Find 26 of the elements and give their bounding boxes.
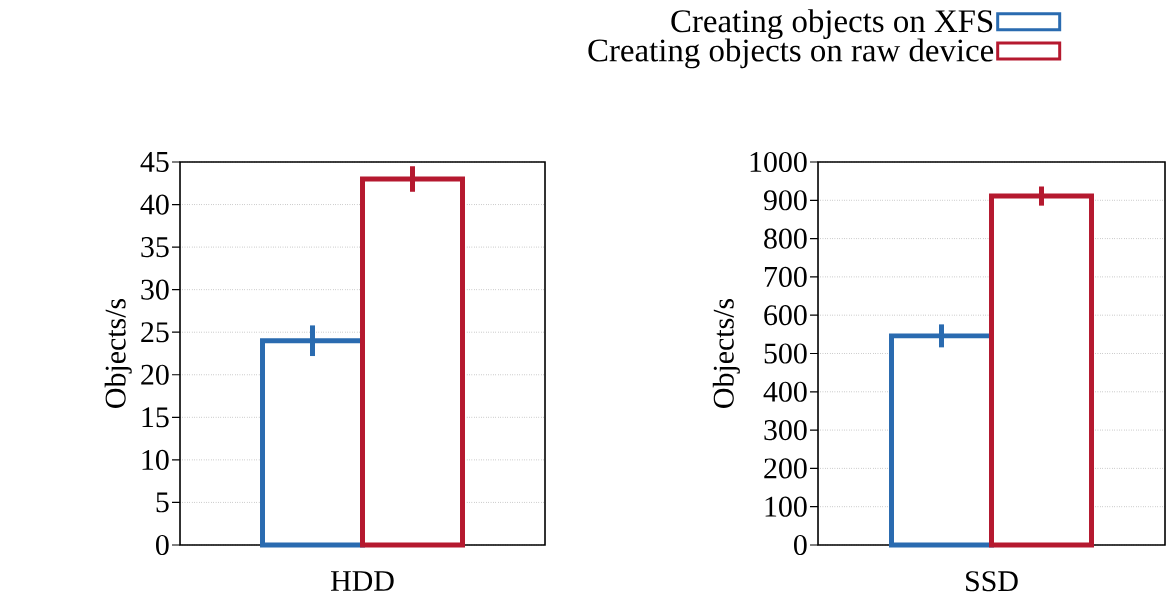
- y-tick-label: 0: [794, 534, 807, 556]
- y-tick-label: 35: [141, 237, 169, 258]
- y-axis-title: Objects/s: [712, 298, 740, 408]
- y-tick-label: 400: [763, 381, 807, 402]
- y-tick-label: 800: [764, 228, 807, 249]
- y-tick-label: 100: [765, 496, 807, 517]
- y-tick-label: 500: [764, 343, 807, 364]
- y-tick-label: 45: [140, 152, 169, 172]
- y-tick-label: 40: [140, 194, 169, 215]
- y-tick-label: 0: [156, 534, 169, 556]
- x-tick-label: SSD: [966, 571, 1018, 592]
- y-tick-label: 5: [156, 492, 169, 513]
- y-tick-label: 1000: [750, 151, 807, 173]
- y-tick-label: 20: [141, 364, 169, 385]
- y-tick-label: 300: [764, 420, 807, 441]
- y-tick-label: 900: [763, 190, 807, 211]
- x-tick-label: HDD: [330, 571, 394, 591]
- y-tick-label: 600: [764, 305, 807, 326]
- y-tick-label: 10: [142, 449, 169, 470]
- y-tick-label: 25: [141, 322, 169, 343]
- y-tick-label: 15: [142, 407, 169, 428]
- y-axis-title: Objects/s: [104, 298, 132, 408]
- legend-label: Creating objects on raw device: [588, 38, 994, 69]
- y-tick-label: 700: [764, 266, 807, 287]
- y-tick-label: 30: [141, 279, 169, 300]
- y-tick-label: 200: [764, 458, 807, 479]
